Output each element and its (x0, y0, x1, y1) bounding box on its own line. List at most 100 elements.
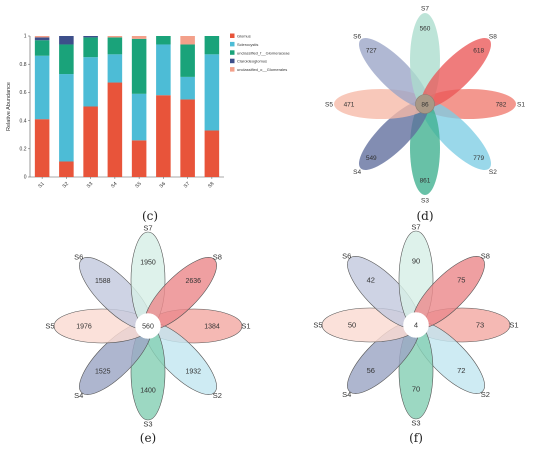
legend-swatch (230, 58, 235, 64)
x-tick-label: S4 (110, 181, 119, 190)
caption-f: (f) (409, 431, 423, 445)
petal-count-s4: 549 (366, 155, 377, 162)
bar-segment (107, 54, 123, 83)
x-tick-label: S7 (183, 181, 192, 190)
sample-label-s4: S4 (74, 391, 83, 400)
petal-count-s1: 1384 (204, 323, 220, 330)
petal-count-s4: 56 (367, 366, 375, 375)
petal-count-s3: 861 (420, 177, 431, 184)
bar-segment (34, 40, 50, 56)
bar-segment (156, 44, 171, 96)
bar-segment (131, 38, 147, 94)
petal-count-s7: 560 (420, 25, 431, 32)
petal-count-s4: 1525 (95, 369, 111, 376)
bar-segment (204, 130, 220, 177)
sample-label-s5: S5 (313, 321, 322, 330)
bar-segment (204, 36, 220, 55)
legend-label: Sclerocystis (237, 42, 258, 47)
sample-label-s8: S8 (213, 252, 222, 261)
bar-segment (34, 55, 50, 120)
sample-label-s2: S2 (489, 169, 497, 176)
bar-segment (180, 76, 195, 100)
y-axis-label: Relative Abundance (6, 82, 12, 131)
sample-label-s3: S3 (143, 420, 152, 429)
flower-venn-panel-e: 560 1384 S1 1932 S2 1400 S3 1525 S4 1976 S5 1588 S6 1… (45, 224, 250, 429)
flower-venn-panel-d: 86 782 S1 779 S2 861 S3 549 S4 471 S5 727 S6 560 S7 618… (325, 5, 525, 204)
bar-segment (204, 54, 220, 131)
petal-count-s3: 1400 (140, 387, 156, 394)
petal-count-s6: 42 (367, 275, 375, 284)
petal-count-s2: 779 (473, 155, 484, 162)
sample-label-s2: S2 (481, 390, 490, 399)
petal-count-s2: 1932 (185, 369, 201, 376)
bar-segment (131, 36, 147, 39)
x-tick-label: S1 (37, 181, 46, 190)
bar-segment (59, 74, 74, 162)
petal-count-s5: 50 (348, 321, 356, 330)
bar-segment (83, 36, 98, 38)
sample-label-s7: S7 (421, 5, 429, 12)
x-tick-label: S8 (207, 181, 216, 190)
core-circle (415, 94, 435, 114)
sample-label-s1: S1 (509, 321, 518, 330)
legend-label: unclassified_o__Glomerales (237, 67, 287, 72)
legend-label: unclassified_f__Glomeraceae (237, 50, 290, 55)
x-tick-label: S3 (86, 181, 95, 190)
caption-d: (d) (416, 209, 433, 223)
legend-swatch (230, 33, 235, 38)
y-tick-label: 0.2 (20, 147, 27, 153)
sample-label-s1: S1 (241, 322, 250, 331)
y-tick-label: 0 (24, 175, 27, 181)
petal-count-s5: 1976 (76, 323, 92, 330)
caption-c: (c) (142, 209, 158, 223)
bar-chart-panel: 0 0.2 0.4 0.6 0.8 1 Relative Abundance S1 S2 S3 S4… (6, 33, 290, 190)
petal-count-s8: 2636 (185, 278, 201, 285)
sample-label-s3: S3 (421, 197, 429, 204)
bar-segment (180, 36, 195, 45)
bar-segment (131, 140, 147, 177)
sample-label-s5: S5 (325, 101, 333, 108)
bar-segment (107, 37, 123, 55)
petal-count-s6: 1588 (95, 278, 111, 285)
bar-segment (83, 106, 98, 177)
core-count: 4 (414, 321, 418, 330)
y-tick-label: 0.4 (20, 118, 27, 124)
bar-segment (107, 82, 123, 177)
sample-label-s7: S7 (411, 223, 420, 232)
petal-count-s3: 70 (412, 385, 420, 394)
y-tick-label: 0.6 (20, 90, 27, 96)
sample-label-s8: S8 (481, 251, 490, 260)
sample-label-s7: S7 (143, 224, 152, 233)
sample-label-s4: S4 (342, 390, 351, 399)
bar-segment (59, 44, 74, 75)
petal-count-s1: 782 (496, 101, 507, 108)
petal-s6 (359, 38, 429, 108)
core-circle (135, 313, 161, 339)
bar-segment (180, 44, 195, 77)
legend-swatch (230, 50, 235, 55)
sample-label-s5: S5 (45, 322, 54, 331)
bar-segment (83, 57, 98, 107)
x-tick-label: S6 (158, 181, 167, 190)
sample-label-s6: S6 (342, 251, 351, 260)
bar-segment (34, 37, 50, 41)
sample-label-s8: S8 (489, 33, 497, 40)
petal-count-s1: 73 (476, 321, 484, 330)
x-tick-label: S5 (134, 181, 143, 190)
sample-label-s4: S4 (353, 169, 361, 176)
bar-segment (156, 95, 171, 177)
bar-segment (34, 119, 50, 177)
bar-segment (83, 37, 98, 58)
petal-count-s5: 471 (344, 101, 355, 108)
flower-venn-panel-f: 4 73 S1 72 S2 70 S3 56 S4 50 S5 42 S6 90 S7 75 S8 (313, 223, 518, 428)
legend-swatch (230, 41, 235, 47)
bar-segment (59, 36, 74, 45)
legend-swatch (230, 67, 235, 72)
petal-count-s7: 1950 (140, 259, 156, 266)
petal-s8 (421, 38, 491, 108)
legend-label: Claroideoglomus (237, 59, 267, 64)
petal-count-s2: 72 (457, 366, 465, 375)
sample-label-s2: S2 (213, 391, 222, 400)
bar-segment (180, 99, 195, 177)
bar-segment (34, 36, 50, 38)
